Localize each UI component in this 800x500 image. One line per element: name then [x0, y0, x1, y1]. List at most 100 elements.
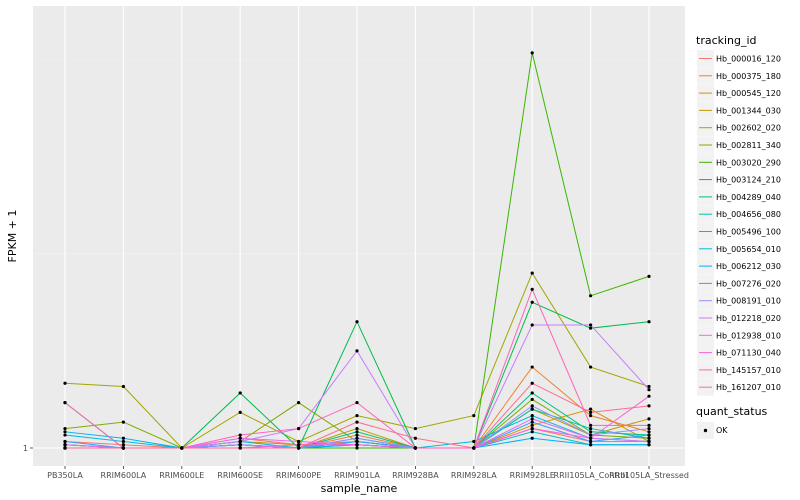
data-point	[647, 274, 651, 278]
data-point	[530, 323, 534, 327]
legend-label: Hb_005496_100	[716, 228, 781, 237]
legend-label: Hb_071130_040	[716, 349, 781, 358]
x-tick-label: RRIM600LE	[159, 471, 204, 480]
data-point	[238, 410, 242, 414]
legend-label: Hb_005654_010	[716, 245, 781, 254]
data-point	[180, 446, 184, 450]
legend-label: Hb_145157_010	[716, 366, 781, 375]
data-point	[530, 407, 534, 411]
data-point	[63, 433, 67, 437]
data-point	[355, 420, 359, 424]
legend-label: Hb_000545_120	[716, 89, 781, 98]
data-point	[589, 443, 593, 447]
data-point	[355, 401, 359, 405]
legend-label: Hb_004289_040	[716, 193, 781, 202]
data-point	[355, 349, 359, 353]
data-point	[530, 426, 534, 431]
data-point	[647, 430, 651, 434]
data-point	[63, 446, 67, 450]
data-point	[589, 323, 593, 327]
data-point	[238, 436, 242, 440]
data-point	[238, 446, 242, 450]
data-point	[589, 407, 593, 411]
legend-label: Hb_004656_080	[716, 210, 781, 219]
x-tick-label: RRIM600PE	[276, 471, 322, 480]
data-point	[63, 430, 67, 434]
data-point	[472, 439, 476, 444]
data-point	[530, 365, 534, 369]
data-point	[647, 443, 651, 447]
data-point	[589, 365, 593, 369]
data-point	[355, 414, 359, 418]
legend-items: Hb_000016_120 Hb_000375_180 Hb_000545_120 H…	[697, 50, 781, 396]
data-point	[121, 436, 125, 440]
x-tick-label: RRIM600LA	[101, 471, 147, 480]
data-point	[530, 287, 534, 291]
data-point	[589, 433, 593, 437]
data-point	[589, 426, 593, 431]
data-point	[472, 446, 476, 450]
data-point	[63, 401, 67, 405]
legend-label: Hb_012938_010	[716, 331, 781, 340]
data-point	[589, 423, 593, 427]
data-point	[355, 320, 359, 324]
data-point	[589, 294, 593, 298]
data-point	[238, 391, 242, 395]
legend-label: Hb_006212_030	[716, 262, 781, 271]
data-point	[297, 443, 301, 447]
data-point	[530, 51, 534, 55]
data-point	[647, 433, 651, 437]
data-point	[355, 426, 359, 431]
x-axis: PB350LA RRIM600LA RRIM600LE RRIM600SE RRIM60…	[47, 466, 689, 480]
data-point	[647, 423, 651, 427]
data-point	[589, 430, 593, 434]
legend-label: Hb_000375_180	[716, 72, 781, 81]
data-point	[647, 394, 651, 398]
x-tick-label: RRIM928LA	[451, 471, 497, 480]
data-point	[238, 443, 242, 447]
data-point	[355, 433, 359, 437]
data-point	[530, 397, 534, 402]
x-tick-label: RRIM928BA	[392, 471, 439, 480]
data-point	[355, 430, 359, 434]
legend-label: Hb_008191_010	[716, 297, 781, 306]
data-point	[238, 433, 242, 437]
data-point	[121, 384, 125, 389]
legend-label: Hb_012218_020	[716, 314, 781, 323]
legend-label: Hb_003124_210	[716, 176, 781, 185]
legend-label: Hb_161207_010	[716, 383, 781, 392]
data-point	[413, 446, 417, 450]
data-point	[355, 446, 359, 450]
data-point	[63, 439, 67, 444]
data-point	[297, 401, 301, 405]
x-axis-title: sample_name	[321, 482, 398, 495]
data-point	[530, 430, 534, 434]
data-point	[647, 417, 651, 421]
data-point	[530, 404, 534, 408]
legend-label: Hb_002811_340	[716, 141, 781, 150]
data-point	[647, 436, 651, 440]
data-point	[589, 414, 593, 418]
legend-label: Hb_002602_020	[716, 124, 781, 133]
data-point	[355, 443, 359, 447]
data-point	[647, 384, 651, 389]
data-point	[530, 300, 534, 304]
data-point	[647, 404, 651, 408]
y-tick-label: 1	[23, 444, 28, 453]
data-point	[530, 417, 534, 421]
data-point	[63, 426, 67, 431]
legend-label: Hb_001344_030	[716, 106, 781, 115]
data-point	[530, 423, 534, 427]
data-point	[121, 443, 125, 447]
data-point	[63, 443, 67, 447]
x-tick-label: RRIM928LE	[510, 471, 555, 480]
data-point	[297, 446, 301, 450]
data-point	[589, 326, 593, 330]
data-point	[647, 426, 651, 431]
data-point	[530, 436, 534, 440]
data-point	[530, 414, 534, 418]
x-tick-label: RRIM600SE	[217, 471, 263, 480]
points-layer	[63, 51, 651, 450]
x-tick-label: RRIM901LA	[334, 471, 380, 480]
legend-label: Hb_000016_120	[716, 55, 781, 64]
